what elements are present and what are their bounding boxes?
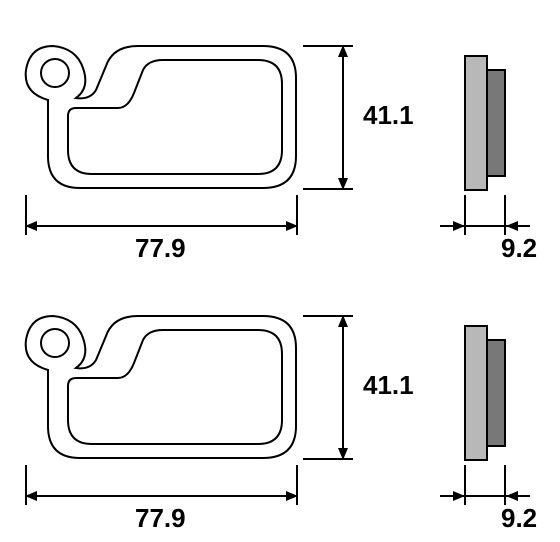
- arrow-down-icon: [338, 448, 348, 460]
- dimension-width-top: 77.9: [135, 233, 186, 264]
- dim-line-h: [25, 495, 298, 497]
- brake-pad-bottom-side: [460, 318, 510, 468]
- arrow-left-icon: [506, 221, 518, 231]
- brake-pad-top-front: [18, 38, 308, 208]
- dimension-width-bottom: 77.9: [135, 503, 186, 534]
- dimension-thickness-top: 9.2: [501, 233, 537, 264]
- arrow-up-icon: [338, 315, 348, 327]
- dimension-height-bottom: 41.1: [363, 370, 414, 401]
- arrow-left-icon: [25, 221, 37, 231]
- arrow-up-icon: [338, 45, 348, 57]
- arrow-left-icon: [506, 491, 518, 501]
- brake-pad-bottom-front: [18, 308, 308, 478]
- dim-line-v: [342, 45, 344, 190]
- arrow-right-icon: [453, 221, 465, 231]
- arrow-right-icon: [453, 491, 465, 501]
- arrow-right-icon: [286, 491, 298, 501]
- dimension-height-top: 41.1: [363, 100, 414, 131]
- arrow-down-icon: [338, 178, 348, 190]
- arrow-left-icon: [25, 491, 37, 501]
- technical-drawing: 41.1 77.9 9.2 41.1 77.9 9.2: [0, 0, 560, 542]
- dim-line-h: [25, 225, 298, 227]
- arrow-right-icon: [286, 221, 298, 231]
- dim-line-v: [342, 315, 344, 460]
- brake-pad-top-side: [460, 48, 510, 198]
- dimension-thickness-bottom: 9.2: [501, 503, 537, 534]
